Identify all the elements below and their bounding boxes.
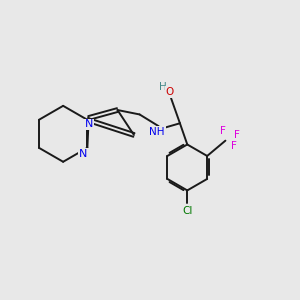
Text: O: O [166,87,174,97]
Text: H: H [159,82,167,92]
Text: F: F [234,130,239,140]
Text: N: N [79,149,88,159]
Text: NH: NH [149,127,165,137]
Text: F: F [231,141,237,151]
Text: F: F [220,126,226,136]
Text: N: N [85,119,93,129]
Text: Cl: Cl [182,206,193,216]
